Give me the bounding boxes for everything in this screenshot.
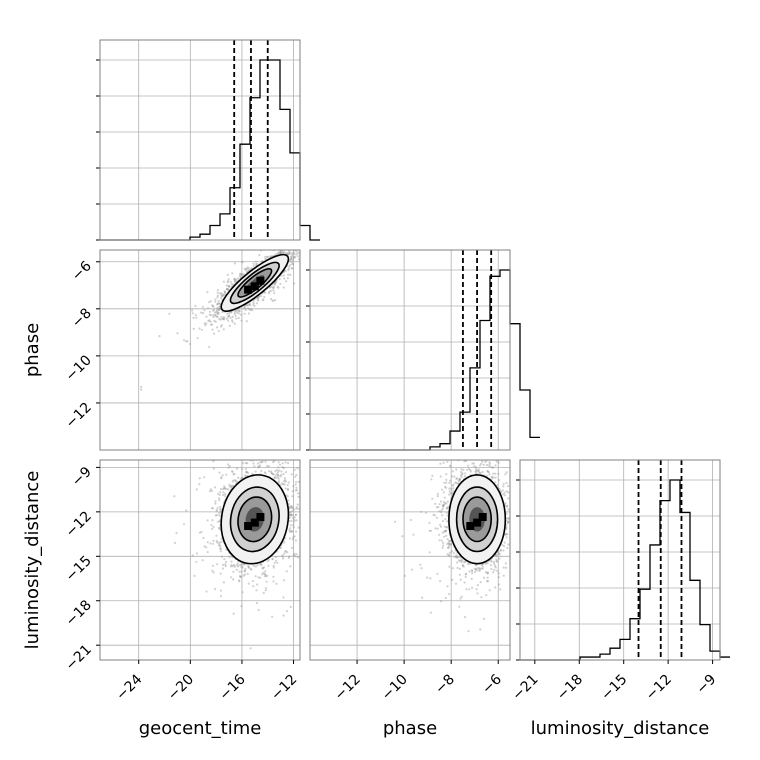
y-axis-label-phase: phase <box>22 323 43 377</box>
y-axis-label-luminosity_distance: luminosity_distance <box>22 471 43 650</box>
panel-luminosity_distance-hist <box>516 459 730 661</box>
x-tick-label: −15 <box>598 672 630 704</box>
x-tick-label: −16 <box>217 671 249 703</box>
x-tick-label: −6 <box>479 671 505 697</box>
y-tick-label: −10 <box>63 352 95 384</box>
density-peak-bin <box>250 282 259 291</box>
y-tick-label: −21 <box>63 642 95 674</box>
density-peak-bin <box>244 285 253 294</box>
density-peak-bin <box>473 518 482 527</box>
density-peak-bin <box>466 522 475 530</box>
y-tick-label: −12 <box>63 399 95 431</box>
x-tick-label: −12 <box>268 672 300 704</box>
y-tick-label: −15 <box>63 553 95 585</box>
panel-phase-hist <box>306 249 540 451</box>
x-axis-label-luminosity_distance: luminosity_distance <box>531 718 710 739</box>
x-tick-label: −8 <box>432 672 458 698</box>
density-peak-bin <box>250 518 259 527</box>
x-tick-label: −24 <box>113 671 145 703</box>
panel-frame <box>309 249 511 451</box>
x-tick-label: −18 <box>554 672 586 704</box>
x-axis-label-phase: phase <box>383 718 437 739</box>
panel-frame <box>519 459 721 661</box>
panel-background <box>520 460 720 660</box>
x-tick-label: −12 <box>332 672 364 704</box>
x-tick-label: −20 <box>165 672 197 704</box>
density-peak-bin <box>256 513 265 521</box>
y-tick-label: −6 <box>69 258 95 284</box>
panel-frame <box>309 459 511 661</box>
panel-geocent_time-vs-luminosity_distance <box>99 459 301 661</box>
density-peak-bin <box>478 513 487 521</box>
panel-geocent_time-hist <box>96 39 320 241</box>
panel-phase-vs-luminosity_distance <box>309 459 511 661</box>
y-tick-label: −9 <box>69 464 95 490</box>
panel-frame <box>99 459 301 661</box>
y-tick-label: −18 <box>63 597 95 629</box>
x-tick-label: −9 <box>694 672 720 698</box>
x-tick-label: −21 <box>509 672 541 704</box>
y-tick-label: −8 <box>69 305 95 331</box>
x-axis-label-geocent_time: geocent_time <box>139 718 262 739</box>
panel-geocent_time-vs-phase <box>99 249 301 451</box>
density-peak-bin <box>256 276 265 285</box>
y-tick-label: −12 <box>63 508 95 540</box>
panel-frame <box>99 249 301 451</box>
panel-background <box>100 40 300 240</box>
panel-frame <box>99 39 301 241</box>
x-tick-label: −12 <box>643 672 675 704</box>
x-tick-label: −10 <box>379 672 411 704</box>
density-peak-bin <box>244 522 253 530</box>
